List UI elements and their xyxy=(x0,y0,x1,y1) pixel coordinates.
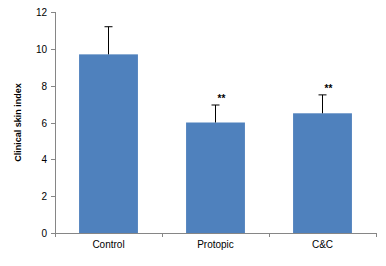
annotation: ** xyxy=(325,83,333,94)
y-tick xyxy=(51,12,55,13)
y-tick xyxy=(51,49,55,50)
y-tick xyxy=(51,233,55,234)
x-tick xyxy=(55,233,56,237)
y-tick xyxy=(51,159,55,160)
annotation: ** xyxy=(218,93,226,104)
error-bar-stem xyxy=(108,27,109,55)
y-tick-label: 8 xyxy=(41,81,47,92)
y-tick-label: 12 xyxy=(36,7,48,18)
y-tick xyxy=(51,123,55,124)
y-tick xyxy=(51,196,55,197)
chart-svg: 0 2 4 6 8 10 12 Clinical skin index Control Proto… xyxy=(0,0,386,266)
bars xyxy=(79,27,352,233)
error-bar-cap xyxy=(319,94,327,95)
error-bar-stem xyxy=(322,95,323,113)
y-axis-label: Clinical skin index xyxy=(13,83,23,162)
x-tick-label: C&C xyxy=(312,239,333,250)
bar xyxy=(186,123,245,234)
y-tick xyxy=(51,86,55,87)
x-tick-label: Protopic xyxy=(197,239,234,250)
x-tick-label: Control xyxy=(92,239,124,250)
error-bar xyxy=(212,105,220,122)
error-bar-cap xyxy=(212,105,220,106)
bar xyxy=(79,54,138,233)
bar xyxy=(293,113,352,233)
error-bar-cap xyxy=(105,26,113,27)
error-bar-stem xyxy=(215,105,216,122)
y-tick-label: 2 xyxy=(41,191,47,202)
y-tick-label: 10 xyxy=(36,44,48,55)
x-tick xyxy=(162,233,163,237)
y-tick-label: 4 xyxy=(41,154,47,165)
x-tick xyxy=(269,233,270,237)
error-bar xyxy=(105,27,113,55)
error-bar xyxy=(319,95,327,113)
x-axis xyxy=(55,233,376,234)
chart-container: 0 2 4 6 8 10 12 Clinical skin index Control Proto… xyxy=(0,0,386,266)
y-tick-label: 0 xyxy=(41,228,47,239)
y-tick-label: 6 xyxy=(41,118,47,129)
y-axis xyxy=(55,12,56,233)
x-tick xyxy=(376,233,377,237)
